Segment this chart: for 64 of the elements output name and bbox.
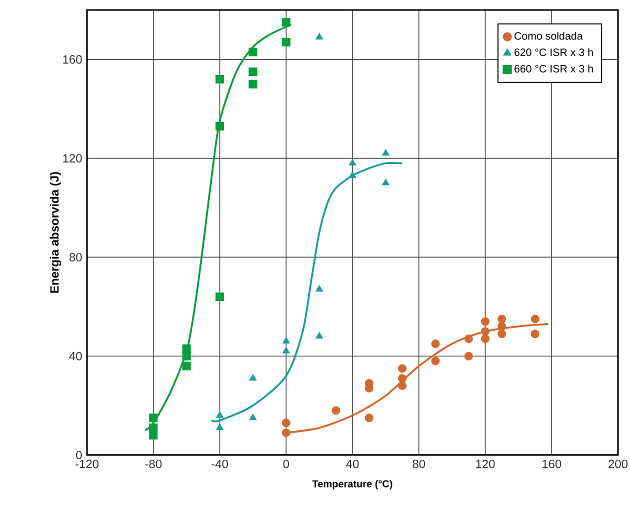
point <box>282 418 290 428</box>
point <box>316 32 324 40</box>
point <box>216 411 224 418</box>
point <box>182 344 191 353</box>
x-tick-label: -80 <box>145 460 162 468</box>
point <box>431 339 440 348</box>
point <box>282 336 290 344</box>
x-tick-label: 40 <box>346 460 359 468</box>
point <box>464 334 473 344</box>
y-tick-label: 80 <box>69 252 82 262</box>
point <box>182 362 191 370</box>
point <box>431 356 440 366</box>
point <box>348 171 356 178</box>
point <box>182 352 191 360</box>
y-tick-label: 0 <box>76 450 82 460</box>
point <box>382 149 390 156</box>
point <box>215 292 224 302</box>
point <box>480 317 490 326</box>
legend-label: 660 °C ISR x 3 h <box>514 64 593 72</box>
x-axis-title: Temperature (°C) <box>312 480 392 490</box>
point <box>316 285 324 292</box>
point <box>398 364 407 373</box>
point <box>215 74 224 84</box>
point <box>316 332 324 339</box>
point <box>530 314 540 324</box>
point <box>382 178 390 186</box>
point <box>249 374 257 381</box>
x-tick-label: -120 <box>76 460 99 468</box>
y-axis-title: Energia absorvida (J) <box>50 172 62 293</box>
point <box>249 414 257 420</box>
y-tick-label: 160 <box>63 55 82 64</box>
x-tick-label: 0 <box>283 460 290 468</box>
point <box>215 122 224 130</box>
x-tick-label: 120 <box>476 460 495 468</box>
x-tick-label: 200 <box>608 460 628 468</box>
point <box>480 327 490 336</box>
point <box>398 381 407 390</box>
point <box>149 414 158 422</box>
point <box>480 334 490 344</box>
point <box>248 80 258 88</box>
x-tick-label: 80 <box>412 460 426 468</box>
point <box>149 424 158 432</box>
point <box>530 330 540 338</box>
point <box>364 414 374 422</box>
point <box>282 346 290 354</box>
point <box>282 18 290 27</box>
x-tick-label: -40 <box>212 460 228 468</box>
point <box>348 158 356 166</box>
point <box>398 374 407 383</box>
y-tick-label: 120 <box>63 154 82 163</box>
x-tick-label: 160 <box>542 460 562 468</box>
point <box>282 38 290 46</box>
point <box>498 314 506 324</box>
point <box>216 424 224 430</box>
point <box>332 406 340 415</box>
legend-label: Como soldada <box>514 32 583 40</box>
legend-label: 620 °C ISR x 3 h <box>514 48 593 56</box>
y-tick-label: 40 <box>69 352 82 360</box>
point <box>248 48 258 56</box>
point <box>464 352 473 360</box>
point <box>248 68 258 76</box>
point <box>282 428 290 438</box>
point <box>498 330 506 338</box>
point <box>498 322 506 331</box>
